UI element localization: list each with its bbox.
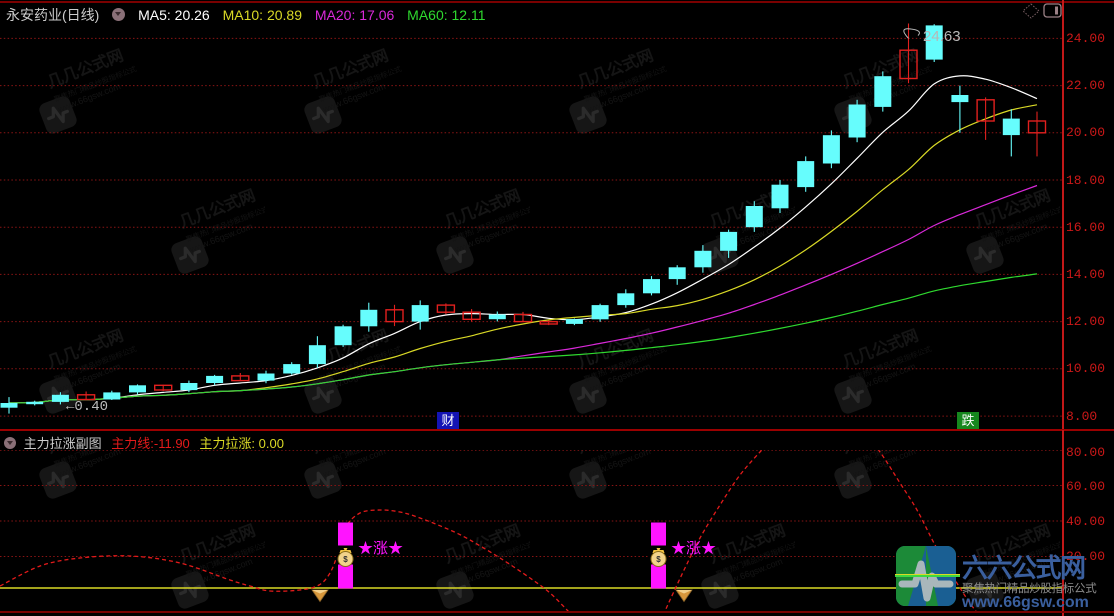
svg-text:$: $	[656, 555, 661, 564]
svg-text:★涨★: ★涨★	[671, 540, 716, 557]
svg-text:$: $	[343, 555, 348, 564]
svg-text:★涨★: ★涨★	[358, 540, 403, 557]
svg-text:24.63: 24.63	[923, 28, 961, 45]
